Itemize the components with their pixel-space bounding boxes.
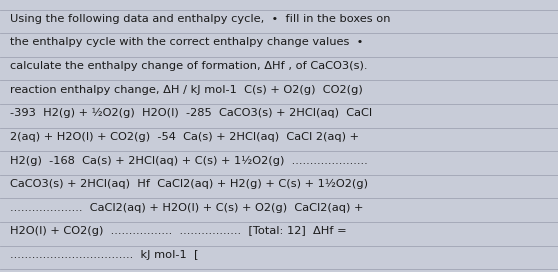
Text: -393  H2(g) + ½O2(g)  H2O(l)  -285  CaCO3(s) + 2HCl(aq)  CaCl: -393 H2(g) + ½O2(g) H2O(l) -285 CaCO3(s)… (10, 108, 372, 118)
Text: H2(g)  -168  Ca(s) + 2HCl(aq) + C(s) + 1½O2(g)  .....................: H2(g) -168 Ca(s) + 2HCl(aq) + C(s) + 1½O… (10, 156, 368, 166)
Text: ....................  CaCl2(aq) + H2O(l) + C(s) + O2(g)  CaCl2(aq) +: .................... CaCl2(aq) + H2O(l) … (10, 203, 363, 213)
Text: calculate the enthalpy change of formation, ΔHf , of CaCO3(s).: calculate the enthalpy change of formati… (10, 61, 368, 71)
Text: CaCO3(s) + 2HCl(aq)  Hf  CaCl2(aq) + H2(g) + C(s) + 1½O2(g): CaCO3(s) + 2HCl(aq) Hf CaCl2(aq) + H2(g)… (10, 179, 368, 189)
Text: reaction enthalpy change, ΔH / kJ mol-1  C(s) + O2(g)  CO2(g): reaction enthalpy change, ΔH / kJ mol-1 … (10, 85, 363, 95)
Text: the enthalpy cycle with the correct enthalpy change values  •: the enthalpy cycle with the correct enth… (10, 37, 363, 47)
Text: ..................................  kJ mol-1  [: .................................. kJ mo… (10, 250, 199, 260)
Text: 2(aq) + H2O(l) + CO2(g)  -54  Ca(s) + 2HCl(aq)  CaCl 2(aq) +: 2(aq) + H2O(l) + CO2(g) -54 Ca(s) + 2HCl… (10, 132, 359, 142)
Text: H2O(l) + CO2(g)  .................  .................  [Total: 12]  ΔHf =: H2O(l) + CO2(g) ................. ......… (10, 226, 347, 236)
Text: Using the following data and enthalpy cycle,  •  fill in the boxes on: Using the following data and enthalpy cy… (10, 14, 391, 24)
